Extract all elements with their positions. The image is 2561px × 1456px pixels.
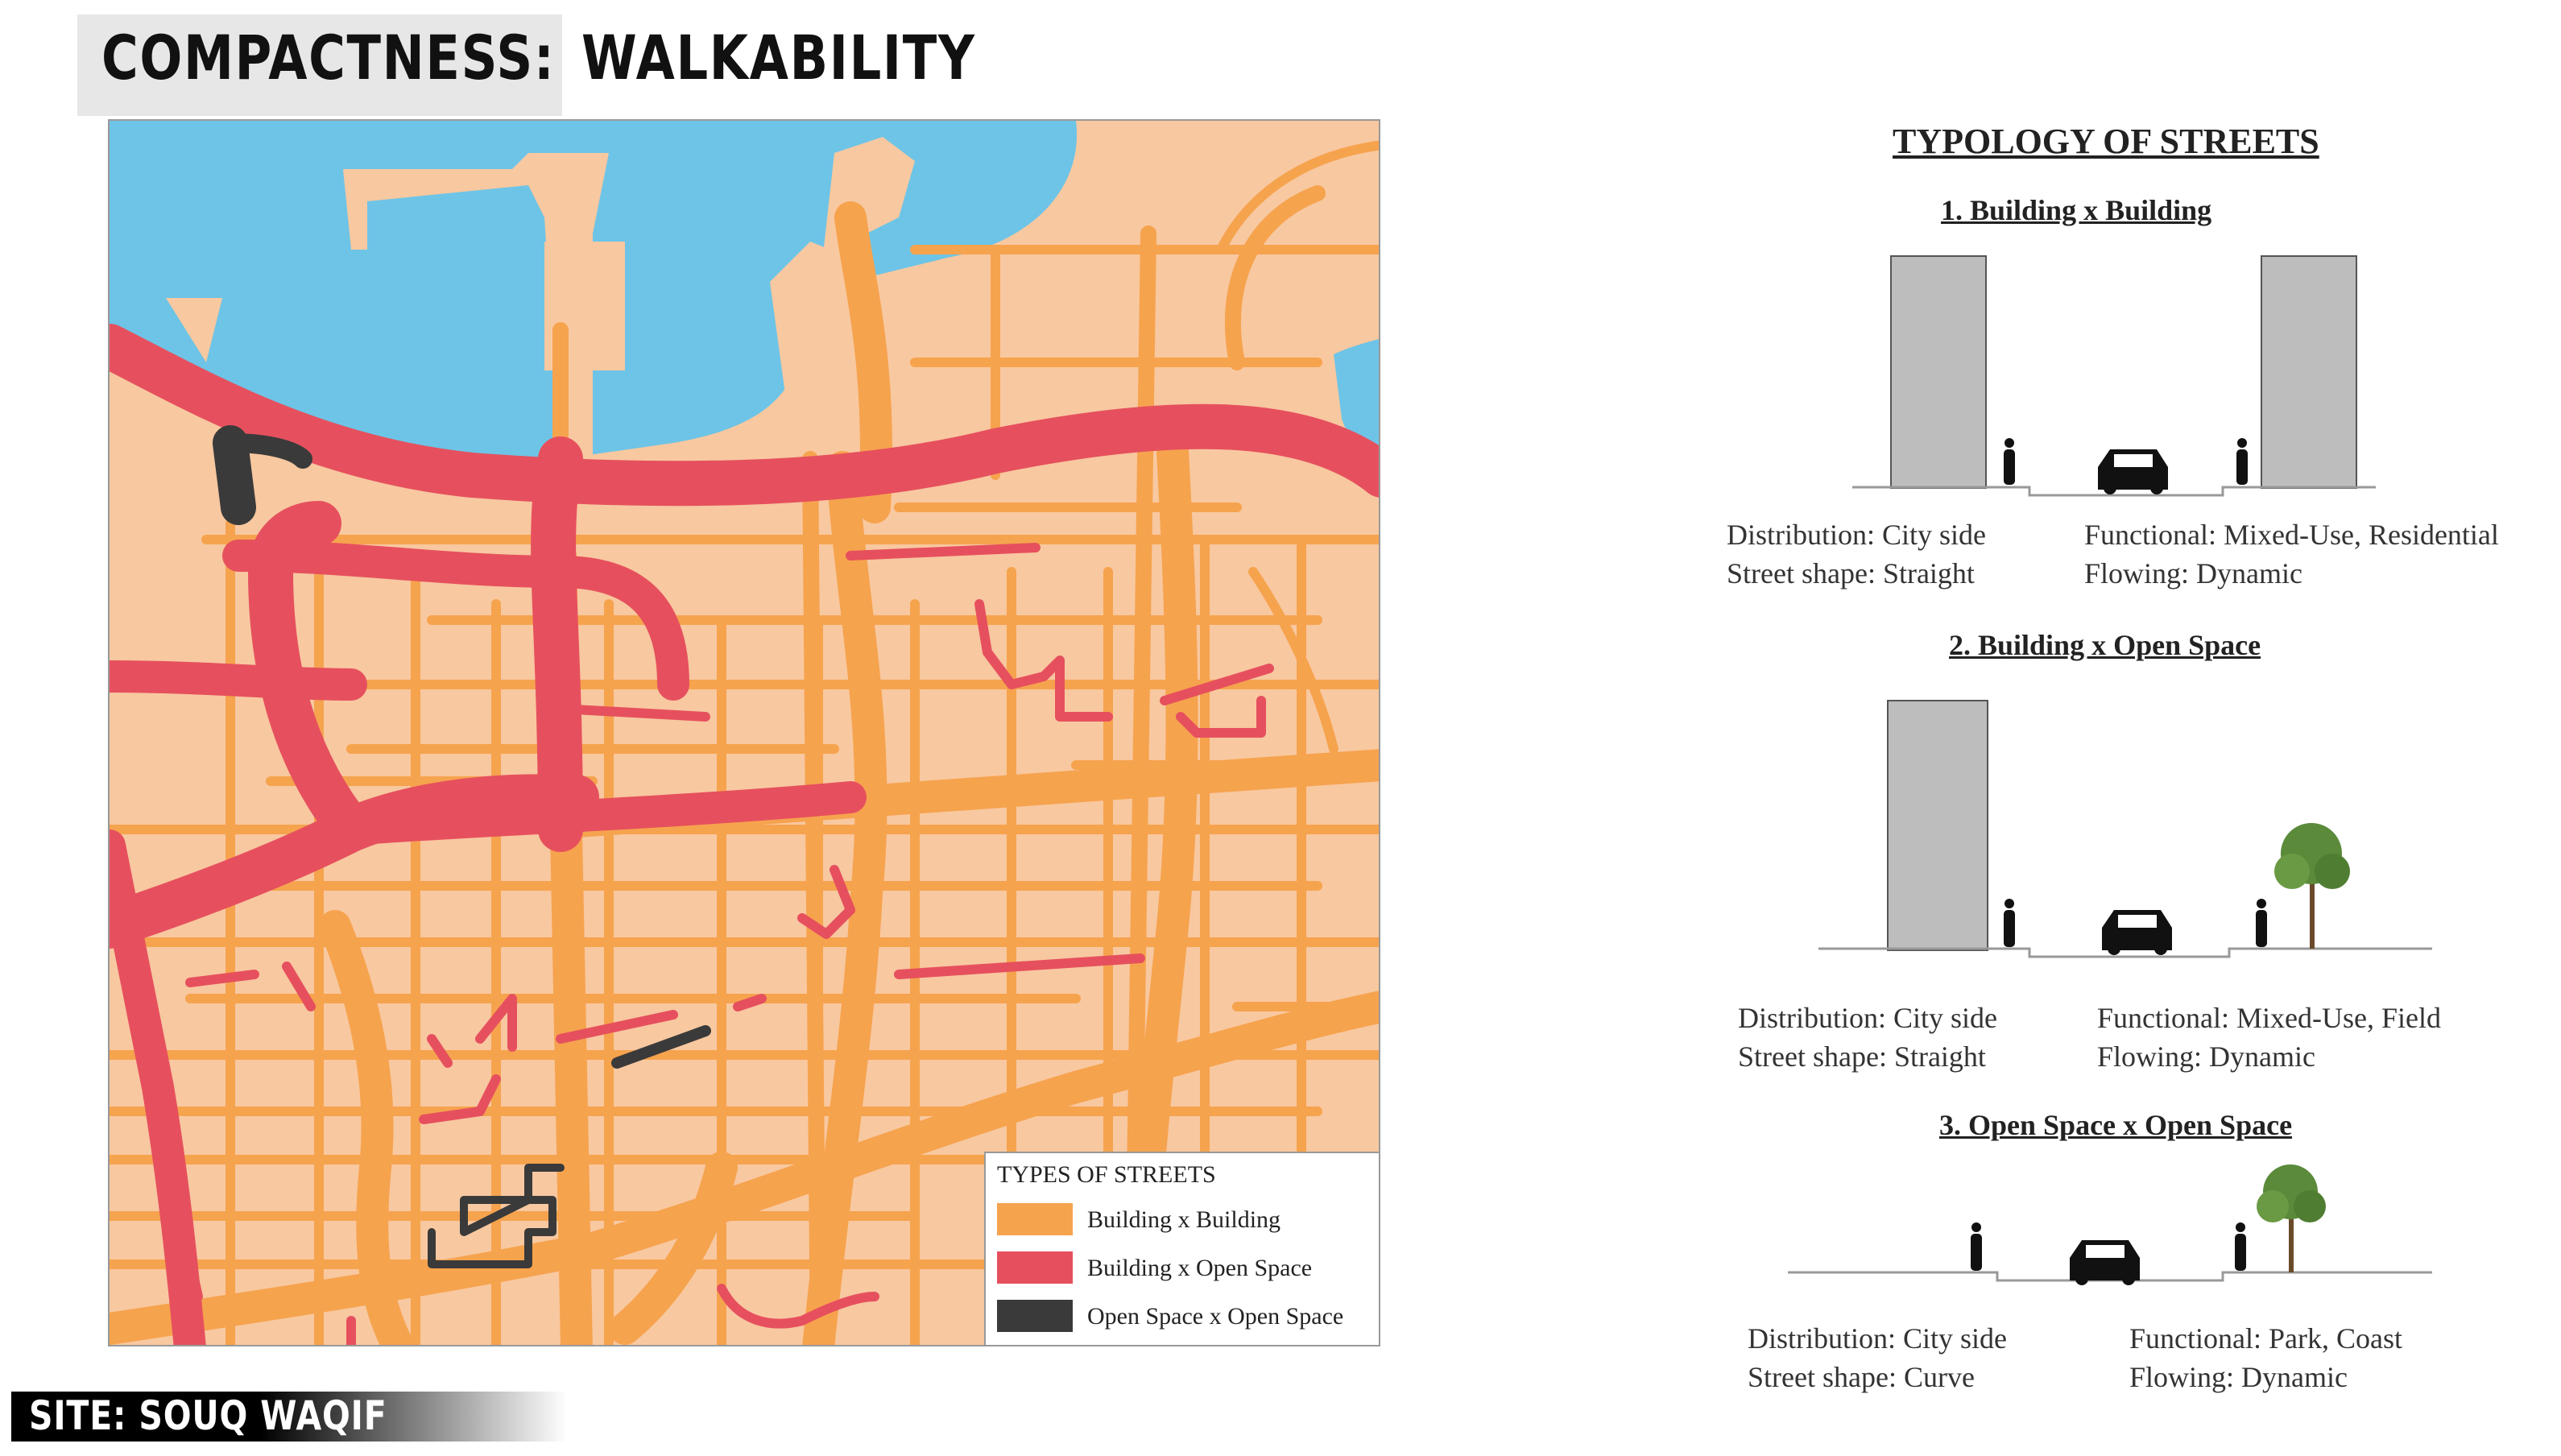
section-1-left-desc: Distribution: City side Street shape: St… (1727, 515, 1986, 593)
legend-label: Building x Building (1087, 1206, 1281, 1233)
person-icon (2235, 1222, 2246, 1271)
street-section-ground (1818, 947, 2432, 958)
section-2-diagram (1818, 700, 2432, 958)
street-section-ground (1852, 486, 2376, 497)
legend-title: TYPES OF STREETS (997, 1161, 1216, 1188)
tree-icon (2274, 823, 2350, 949)
legend-label: Open Space x Open Space (1087, 1303, 1344, 1330)
section-2-functional: Functional: Mixed-Use, Field (2097, 1002, 2441, 1034)
section-3-functional: Functional: Park, Coast (2129, 1322, 2402, 1355)
section-1-heading: 1. Building x Building (1941, 194, 2212, 226)
legend-swatch (997, 1251, 1073, 1284)
building-icon (2261, 255, 2357, 489)
site-banner (11, 1392, 567, 1442)
legend-item-building-x-building: Building x Building (997, 1203, 1376, 1239)
section-1-shape: Street shape: Straight (1727, 557, 1975, 589)
section-1-diagram (1852, 255, 2376, 497)
legend-item-open-space-x-open-space: Open Space x Open Space (997, 1300, 1376, 1335)
section-2-heading: 2. Building x Open Space (1949, 629, 2261, 661)
section-2-shape: Street shape: Straight (1738, 1040, 1986, 1073)
section-3-diagram (1788, 1164, 2432, 1285)
person-icon (2004, 438, 2015, 485)
person-icon (2004, 899, 2015, 947)
site-label: SITE: SOUQ WAQIF (29, 1392, 387, 1439)
legend-swatch (997, 1300, 1073, 1332)
person-icon (1971, 1222, 1982, 1271)
section-2-left-desc: Distribution: City side Street shape: St… (1738, 999, 1997, 1076)
building-icon (1890, 255, 1987, 489)
tree-icon (2257, 1164, 2326, 1272)
streets-building-x-open-space (110, 324, 1379, 1345)
page-title-left: COMPACTNESS: (101, 22, 556, 93)
section-3-shape: Street shape: Curve (1748, 1361, 1975, 1393)
legend-item-building-x-open-space: Building x Open Space (997, 1251, 1376, 1287)
typology-title: TYPOLOGY OF STREETS (1893, 122, 2319, 161)
section-1-flowing: Flowing: Dynamic (2084, 557, 2302, 589)
title-banner (77, 14, 562, 116)
streets-open-space-x-open-space (213, 425, 711, 1268)
page-title-right: WALKABILITY (581, 22, 976, 93)
section-2-right-desc: Functional: Mixed-Use, Field Flowing: Dy… (2097, 999, 2441, 1076)
section-1-distribution: Distribution: City side (1727, 519, 1987, 551)
map-legend: TYPES OF STREETS Building x Building Bui… (984, 1152, 1379, 1345)
person-icon (2256, 899, 2267, 947)
legend-label: Building x Open Space (1087, 1255, 1313, 1281)
section-2-distribution: Distribution: City side (1738, 1002, 1998, 1034)
legend-swatch (997, 1203, 1073, 1235)
section-1-functional: Functional: Mixed-Use, Residential (2084, 519, 2499, 551)
section-3-distribution: Distribution: City side (1748, 1322, 2008, 1355)
street-map: TYPES OF STREETS Building x Building Bui… (108, 119, 1380, 1346)
section-3-left-desc: Distribution: City side Street shape: Cu… (1748, 1319, 2007, 1396)
water-area-east (1334, 339, 1379, 453)
car-icon (2098, 449, 2168, 494)
building-icon (1887, 700, 1988, 951)
person-icon (2236, 438, 2248, 485)
section-2-flowing: Flowing: Dynamic (2097, 1040, 2315, 1073)
map-canvas (110, 121, 1379, 1345)
section-3-heading: 3. Open Space x Open Space (1939, 1109, 2293, 1141)
section-1-right-desc: Functional: Mixed-Use, Residential Flowi… (2084, 515, 2499, 593)
car-icon (2102, 910, 2172, 955)
section-3-right-desc: Functional: Park, Coast Flowing: Dynamic (2129, 1319, 2402, 1396)
car-icon (2070, 1240, 2140, 1285)
section-3-flowing: Flowing: Dynamic (2129, 1361, 2348, 1393)
